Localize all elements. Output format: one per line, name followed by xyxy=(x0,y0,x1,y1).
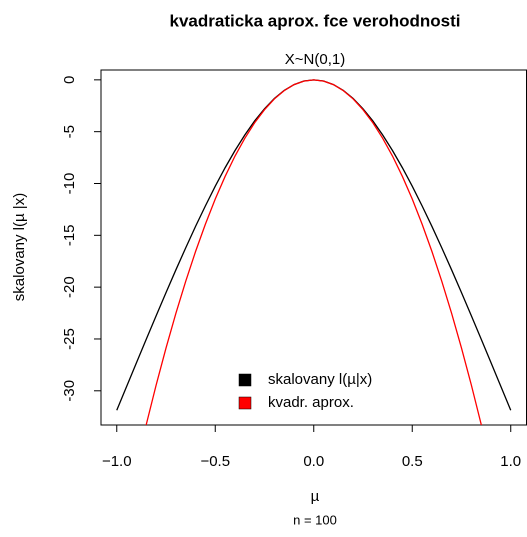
line-series xyxy=(145,79,483,425)
line-series xyxy=(116,79,512,411)
x-tick-label: −1.0 xyxy=(102,453,132,470)
y-tick-label: -20 xyxy=(61,276,78,298)
y-tick-label: -15 xyxy=(61,224,78,246)
chart-title: kvadraticka aprox. fce verohodnosti xyxy=(170,11,461,30)
x-axis-label: µ xyxy=(311,488,320,505)
y-tick-label: -30 xyxy=(61,380,78,402)
y-tick-label: -10 xyxy=(61,173,78,195)
y-axis-label: skalovany l(µ |x) xyxy=(11,193,28,301)
plot-area xyxy=(116,79,512,425)
legend-swatch xyxy=(238,373,252,387)
chart-subtitle: X~N(0,1) xyxy=(285,51,345,68)
y-tick-label: -5 xyxy=(61,125,78,138)
legend-label: skalovany l(µ|x) xyxy=(268,371,372,388)
y-tick-label: -25 xyxy=(61,328,78,350)
x-tick-label: −0.5 xyxy=(200,453,230,470)
y-tick-label: 0 xyxy=(61,76,78,84)
x-tick-label: 1.0 xyxy=(500,453,521,470)
annotation: n = 100 xyxy=(293,512,337,527)
legend-swatch xyxy=(238,396,252,410)
x-tick-label: 0.0 xyxy=(303,453,324,470)
x-tick-label: 0.5 xyxy=(402,453,423,470)
legend-label: kvadr. aprox. xyxy=(268,394,354,411)
